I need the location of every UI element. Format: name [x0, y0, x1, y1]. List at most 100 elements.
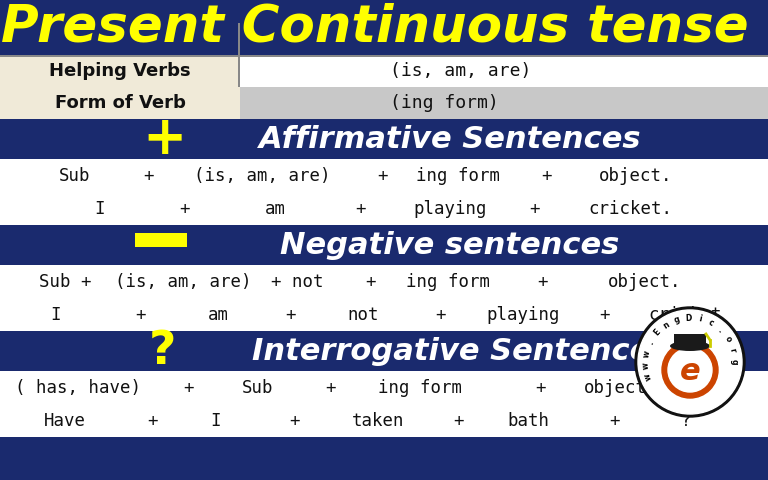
Text: +: +	[453, 412, 463, 430]
Bar	[0, 225, 768, 227]
Bar	[0, 298, 768, 331]
Bar	[0, 87, 240, 119]
Text: +: +	[285, 306, 295, 324]
Text: playing: playing	[486, 306, 560, 324]
Text: I: I	[94, 200, 105, 218]
Text: D: D	[685, 313, 692, 323]
Text: +: +	[541, 167, 552, 185]
Text: +: +	[530, 200, 540, 218]
Text: object.: object.	[608, 273, 682, 291]
Bar	[0, 119, 768, 121]
Text: e: e	[680, 358, 700, 386]
Bar	[0, 298, 768, 300]
Text: bath: bath	[507, 412, 549, 430]
Bar	[0, 0, 768, 55]
Text: .: .	[646, 339, 655, 346]
Bar	[0, 159, 768, 192]
Bar	[0, 437, 768, 480]
Text: +: +	[180, 200, 190, 218]
Bar	[0, 404, 768, 437]
Text: w: w	[641, 362, 651, 370]
Text: taken: taken	[352, 412, 404, 430]
Bar	[0, 371, 768, 373]
Text: (is, am, are): (is, am, are)	[114, 273, 251, 291]
Text: ?: ?	[149, 328, 177, 373]
Bar	[0, 265, 768, 267]
Circle shape	[668, 348, 712, 392]
Ellipse shape	[670, 341, 710, 351]
Text: ?: ?	[715, 379, 725, 397]
Text: + not: + not	[271, 273, 323, 291]
Bar	[0, 331, 768, 333]
Text: +: +	[134, 306, 145, 324]
Bar	[0, 87, 768, 89]
Text: I: I	[210, 412, 220, 430]
Text: am: am	[207, 306, 229, 324]
Text: Present Continuous tense: Present Continuous tense	[2, 3, 749, 53]
Text: Sub: Sub	[242, 379, 273, 397]
Text: n: n	[661, 320, 670, 330]
Bar	[135, 233, 187, 247]
Text: g: g	[673, 315, 680, 325]
Bar	[0, 87, 768, 119]
Text: c: c	[707, 318, 715, 328]
Text: +: +	[147, 412, 157, 430]
Text: ?: ?	[680, 412, 691, 430]
Text: Negative sentences: Negative sentences	[280, 230, 620, 260]
Text: object: object	[584, 379, 647, 397]
Text: +: +	[325, 379, 336, 397]
Text: ing form: ing form	[378, 379, 462, 397]
Text: .: .	[717, 326, 725, 335]
Text: +: +	[290, 412, 300, 430]
Text: (is, am, are): (is, am, are)	[390, 62, 531, 80]
Text: +: +	[673, 379, 684, 397]
Bar	[0, 404, 768, 406]
Text: +: +	[435, 306, 445, 324]
Bar	[0, 265, 768, 298]
Text: +: +	[609, 412, 619, 430]
Text: ing form: ing form	[416, 167, 500, 185]
Text: playing: playing	[413, 200, 487, 218]
Text: +: +	[355, 200, 366, 218]
Text: +: +	[143, 113, 187, 165]
Text: w: w	[642, 349, 652, 358]
Text: i: i	[697, 314, 702, 324]
Text: Interrogative Sentences: Interrogative Sentences	[252, 336, 668, 365]
Circle shape	[635, 307, 745, 417]
Text: +: +	[365, 273, 376, 291]
Text: Have: Have	[44, 412, 86, 430]
Circle shape	[662, 342, 718, 398]
Text: E: E	[652, 328, 662, 338]
Bar	[0, 331, 768, 371]
Circle shape	[638, 310, 742, 414]
Bar	[240, 87, 768, 119]
Text: Form of Verb: Form of Verb	[55, 94, 185, 112]
Bar	[0, 119, 768, 159]
Bar	[240, 55, 768, 87]
Bar	[0, 55, 768, 87]
Text: cricket: cricket	[648, 306, 722, 324]
Text: object.: object.	[599, 167, 673, 185]
Text: +: +	[535, 379, 545, 397]
Bar	[0, 371, 768, 404]
Text: +: +	[378, 167, 389, 185]
Text: +: +	[538, 273, 548, 291]
Text: ing form: ing form	[406, 273, 490, 291]
Bar	[0, 192, 768, 225]
Text: not: not	[347, 306, 379, 324]
Text: +: +	[600, 306, 611, 324]
Text: am: am	[264, 200, 286, 218]
Bar	[0, 192, 768, 194]
Text: w: w	[644, 372, 654, 382]
Text: Affirmative Sentences: Affirmative Sentences	[259, 124, 641, 154]
Text: ( has, have): ( has, have)	[15, 379, 141, 397]
Bar	[0, 159, 768, 161]
Text: +: +	[143, 167, 154, 185]
Text: I: I	[50, 306, 60, 324]
Bar	[674, 334, 706, 346]
Bar	[0, 225, 768, 265]
Text: r: r	[727, 348, 737, 353]
Text: o: o	[723, 335, 733, 344]
Text: (ing form): (ing form)	[390, 94, 498, 112]
Text: Helping Verbs: Helping Verbs	[49, 62, 190, 80]
